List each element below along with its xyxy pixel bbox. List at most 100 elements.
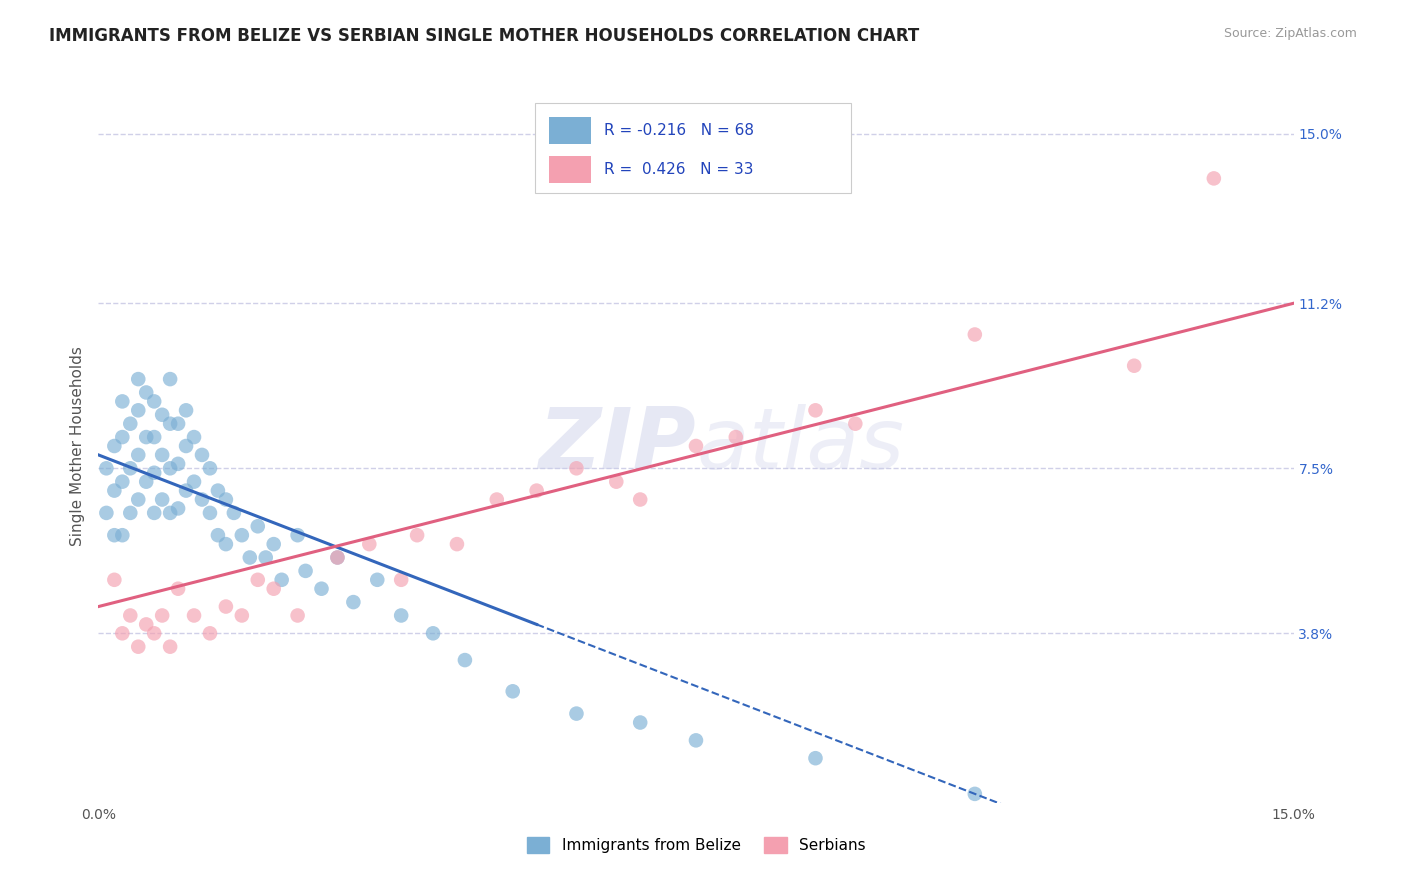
Point	[366, 573, 388, 587]
Point	[135, 475, 157, 489]
Point	[963, 327, 986, 342]
Point	[485, 492, 508, 507]
Point	[389, 608, 412, 623]
Point	[628, 492, 651, 507]
Point	[198, 626, 221, 640]
Point	[127, 448, 149, 462]
Point	[422, 626, 444, 640]
Point	[167, 501, 190, 516]
Point	[605, 475, 627, 489]
Point	[1202, 171, 1225, 186]
Point	[167, 582, 190, 596]
Point	[103, 573, 125, 587]
Point	[150, 448, 173, 462]
Point	[287, 528, 309, 542]
Point	[96, 461, 118, 475]
Point	[183, 475, 205, 489]
Point	[1123, 359, 1146, 373]
Point	[294, 564, 316, 578]
Y-axis label: Single Mother Households: Single Mother Households	[69, 346, 84, 546]
Point	[246, 519, 269, 533]
Point	[311, 582, 333, 596]
Point	[326, 550, 349, 565]
Point	[628, 715, 651, 730]
Point	[502, 684, 524, 698]
Legend: Immigrants from Belize, Serbians: Immigrants from Belize, Serbians	[520, 831, 872, 859]
Point	[167, 457, 190, 471]
Point	[127, 403, 149, 417]
Point	[96, 506, 118, 520]
Point	[191, 448, 214, 462]
Point	[174, 483, 197, 498]
Point	[143, 466, 166, 480]
Point	[143, 430, 166, 444]
Point	[143, 394, 166, 409]
Text: IMMIGRANTS FROM BELIZE VS SERBIAN SINGLE MOTHER HOUSEHOLDS CORRELATION CHART: IMMIGRANTS FROM BELIZE VS SERBIAN SINGLE…	[49, 27, 920, 45]
Point	[120, 506, 142, 520]
Point	[222, 506, 245, 520]
Point	[174, 403, 197, 417]
Point	[198, 461, 221, 475]
Point	[159, 417, 181, 431]
Point	[143, 506, 166, 520]
Point	[207, 483, 229, 498]
Point	[111, 528, 134, 542]
Point	[111, 475, 134, 489]
Point	[804, 751, 827, 765]
Point	[287, 608, 309, 623]
Point	[231, 608, 253, 623]
Point	[685, 439, 707, 453]
Point	[135, 617, 157, 632]
Point	[359, 537, 381, 551]
Point	[239, 550, 262, 565]
Point	[120, 608, 142, 623]
Point	[215, 599, 238, 614]
Point	[565, 706, 588, 721]
Point	[263, 537, 285, 551]
Point	[135, 385, 157, 400]
Point	[159, 372, 181, 386]
Point	[103, 483, 125, 498]
Point	[111, 394, 134, 409]
Point	[127, 372, 149, 386]
Point	[844, 417, 866, 431]
Point	[215, 492, 238, 507]
Point	[183, 608, 205, 623]
Point	[231, 528, 253, 542]
FancyBboxPatch shape	[534, 103, 852, 193]
Point	[804, 403, 827, 417]
Text: R =  0.426   N = 33: R = 0.426 N = 33	[605, 161, 754, 177]
Point	[215, 537, 238, 551]
Point	[342, 595, 364, 609]
Point	[406, 528, 429, 542]
Point	[174, 439, 197, 453]
Point	[270, 573, 292, 587]
Point	[446, 537, 468, 551]
Point	[565, 461, 588, 475]
Point	[103, 439, 125, 453]
Point	[326, 550, 349, 565]
Point	[159, 506, 181, 520]
Text: atlas: atlas	[696, 404, 904, 488]
Point	[159, 640, 181, 654]
Point	[150, 608, 173, 623]
Bar	[548, 155, 591, 183]
Point	[389, 573, 412, 587]
Point	[120, 417, 142, 431]
Point	[963, 787, 986, 801]
Point	[159, 461, 181, 475]
Point	[263, 582, 285, 596]
Point	[103, 528, 125, 542]
Point	[207, 528, 229, 542]
Point	[198, 506, 221, 520]
Point	[167, 417, 190, 431]
Point	[526, 483, 548, 498]
Point	[254, 550, 277, 565]
Text: Source: ZipAtlas.com: Source: ZipAtlas.com	[1223, 27, 1357, 40]
Point	[120, 461, 142, 475]
Point	[127, 640, 149, 654]
Point	[454, 653, 477, 667]
Point	[135, 430, 157, 444]
Point	[143, 626, 166, 640]
Point	[246, 573, 269, 587]
